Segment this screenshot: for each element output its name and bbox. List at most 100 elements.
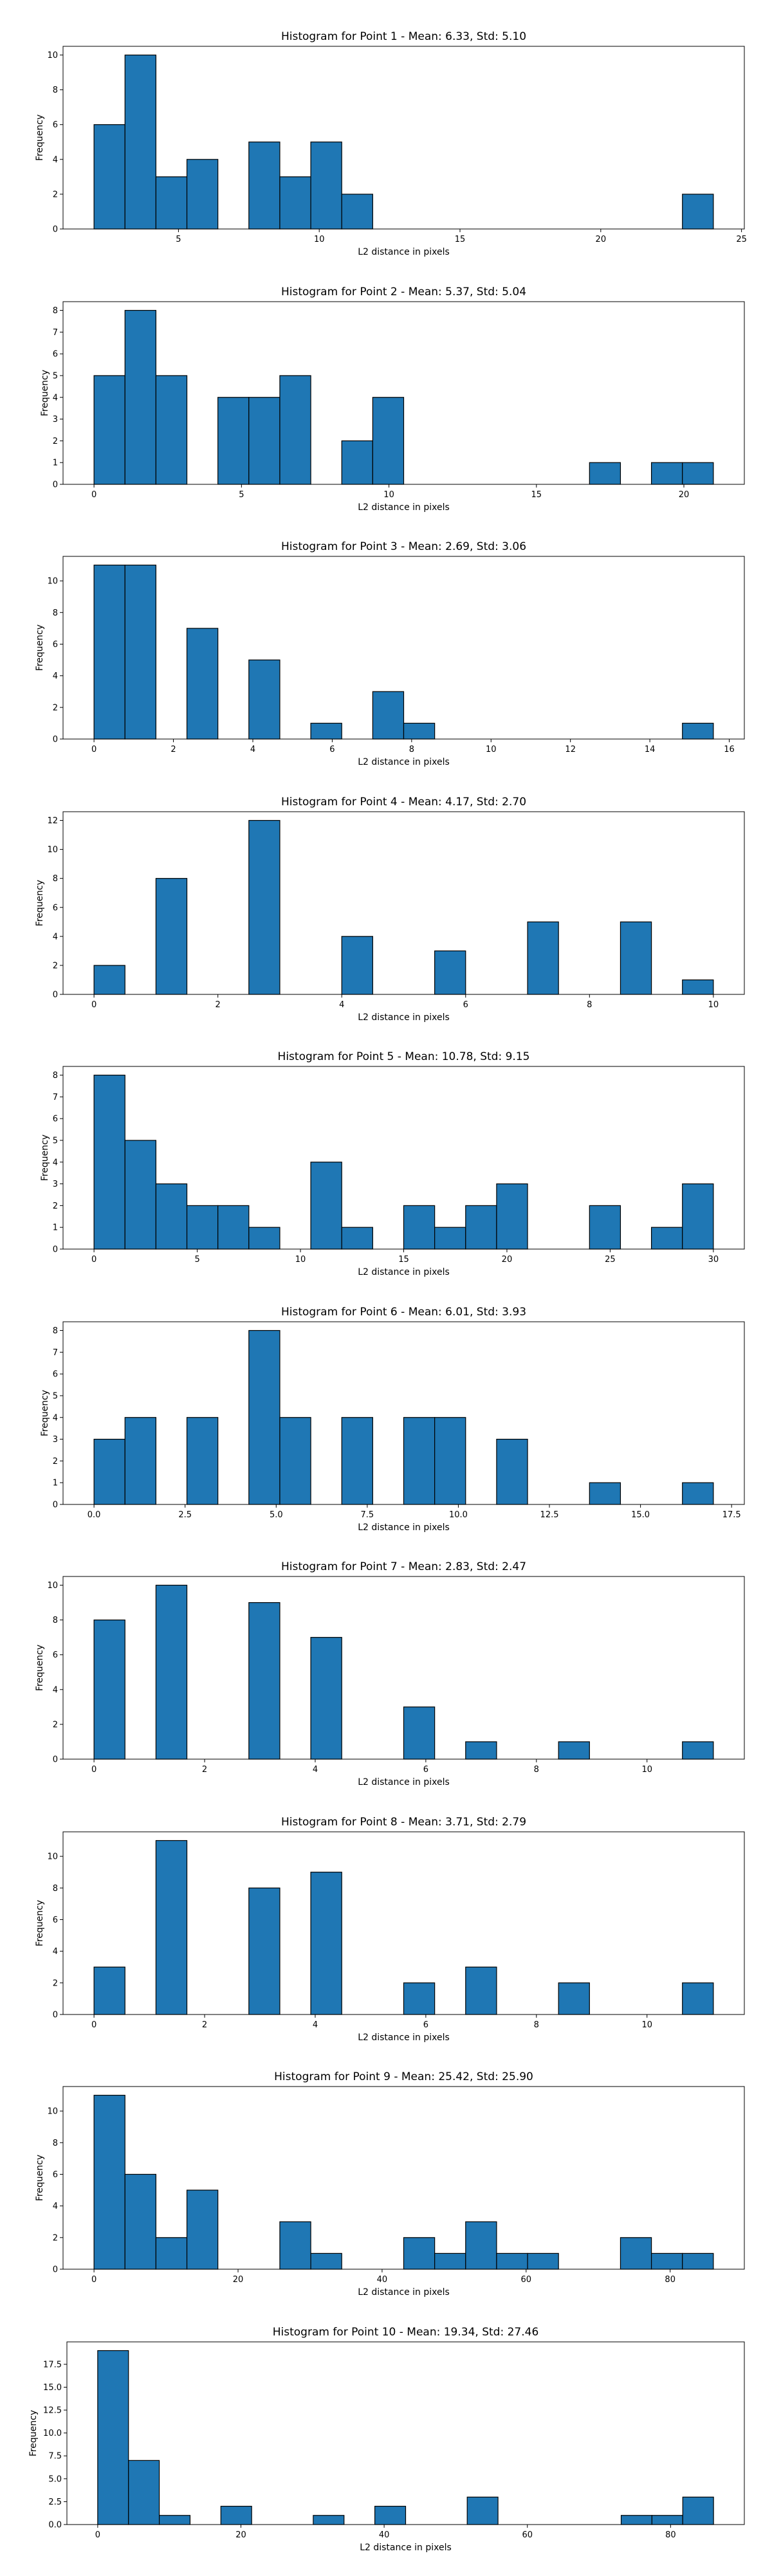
histogram-bar [248,1227,280,1250]
x-tick-label: 20 [235,2530,246,2540]
y-tick-label: 10.0 [43,2429,62,2438]
histogram-bar [496,2252,528,2270]
histogram-bar [248,659,280,740]
histogram-bar [186,159,219,230]
bars [93,1840,714,2015]
histogram-bar [217,397,250,485]
histogram-panel-8: Histogram for Point 8 - Mean: 3.71, Std:… [35,1816,745,2043]
histogram-bar [682,2496,714,2525]
histogram-bar [248,1329,280,1505]
x-tick-label: 0 [91,1255,96,1265]
y-tick-label: 4 [53,2202,58,2211]
y-tick-label: 0 [53,735,58,745]
x-axis-label: L2 distance in pixels [358,2032,450,2043]
histogram-bar [403,1417,436,1505]
histogram-bar [465,2221,497,2270]
x-tick-label: 5 [239,490,244,500]
y-tick-label: 4 [53,1947,58,1957]
y-tick-label: 8 [53,306,58,316]
bars [93,309,714,485]
y-tick-label: 2 [53,437,58,446]
histogram-bar [155,1183,188,1250]
x-tick-label: 4 [250,745,255,754]
y-tick-label: 7.5 [48,2452,62,2462]
histogram-bar [434,1227,466,1250]
histogram-bar [93,375,125,485]
histogram-panel-4: Histogram for Point 4 - Mean: 4.17, Std:… [35,796,745,1023]
x-tick-label: 10 [641,1765,652,1775]
histogram-bar [279,1417,311,1505]
histogram-bar [155,1840,188,2015]
x-tick-label: 25 [605,1255,616,1265]
x-tick-label: 4 [313,1765,318,1775]
x-tick-label: 15 [531,490,542,500]
x-tick-label: 2 [170,745,176,754]
x-tick-label: 80 [665,2275,676,2285]
x-tick-label: 8 [409,745,414,754]
histogram-bar [248,1887,280,2015]
x-tick-label: 2.5 [178,1510,192,1520]
histogram-bar [310,1637,342,1760]
y-tick-label: 0 [53,1501,58,1510]
histogram-bar [279,375,311,485]
x-axis-label: L2 distance in pixels [358,502,450,513]
histogram-bar [341,1227,373,1250]
y-axis-label: Frequency [35,1645,45,1691]
histogram-bar [372,691,405,740]
y-tick-label: 3 [53,1180,58,1189]
y-tick-label: 2 [53,190,58,199]
y-tick-label: 7 [53,1348,58,1358]
histogram-bar [682,1741,714,1760]
y-tick-label: 4 [53,1685,58,1695]
histogram-bar [682,1982,714,2015]
histogram-bar [310,1162,342,1250]
x-tick-label: 2 [202,1765,207,1775]
histogram-bar [682,1183,714,1250]
histogram-panel-9: Histogram for Point 9 - Mean: 25.42, Std… [35,2070,745,2297]
x-tick-label: 15 [398,1255,409,1265]
y-tick-label: 3 [53,1435,58,1445]
y-tick-label: 0.0 [48,2521,62,2530]
histogram-bar [374,2505,407,2525]
histogram-bar [682,722,714,740]
histogram-bar [128,2460,160,2525]
x-tick-label: 25 [736,235,747,244]
y-axis-label: Frequency [35,625,45,671]
y-tick-label: 0 [53,2011,58,2020]
x-tick-label: 15.0 [631,1510,650,1520]
chart-title: Histogram for Point 3 - Mean: 2.69, Std:… [281,540,526,553]
x-tick-label: 0 [95,2530,100,2540]
histogram-bar [527,2252,559,2270]
histogram-bar [403,2237,436,2270]
x-tick-label: 4 [313,2020,318,2030]
y-tick-label: 10 [47,51,58,60]
histogram-bar [248,819,280,995]
chart-title: Histogram for Point 2 - Mean: 5.37, Std:… [281,286,526,298]
histogram-panel-6: Histogram for Point 6 - Mean: 6.01, Std:… [40,1306,745,1533]
histogram-panel-1: Histogram for Point 1 - Mean: 6.33, Std:… [35,30,747,257]
x-tick-label: 8 [534,2020,539,2030]
y-tick-label: 0 [53,991,58,1000]
y-tick-label: 8 [53,2139,58,2148]
histogram-bar [341,194,373,230]
x-tick-label: 12.5 [540,1510,559,1520]
histogram-bar [682,2252,714,2270]
plot-frame [62,2086,745,2270]
x-axis-label: L2 distance in pixels [358,247,450,257]
histogram-bar [248,142,280,230]
x-tick-label: 5 [194,1255,199,1265]
histogram-bar [465,1966,497,2015]
y-tick-label: 6 [53,1370,58,1380]
x-axis-label: L2 distance in pixels [358,1777,450,1787]
x-tick-label: 2 [216,1000,221,1010]
histogram-bar [465,1205,497,1250]
histogram-bar [589,1205,621,1250]
y-tick-label: 8 [53,874,58,884]
bars [93,54,714,230]
y-tick-label: 4 [53,1413,58,1423]
x-tick-label: 20 [502,1255,513,1265]
x-tick-label: 16 [724,745,735,754]
y-tick-label: 4 [53,155,58,165]
y-axis-label: Frequency [35,880,45,926]
histogram-bar [310,2252,342,2270]
